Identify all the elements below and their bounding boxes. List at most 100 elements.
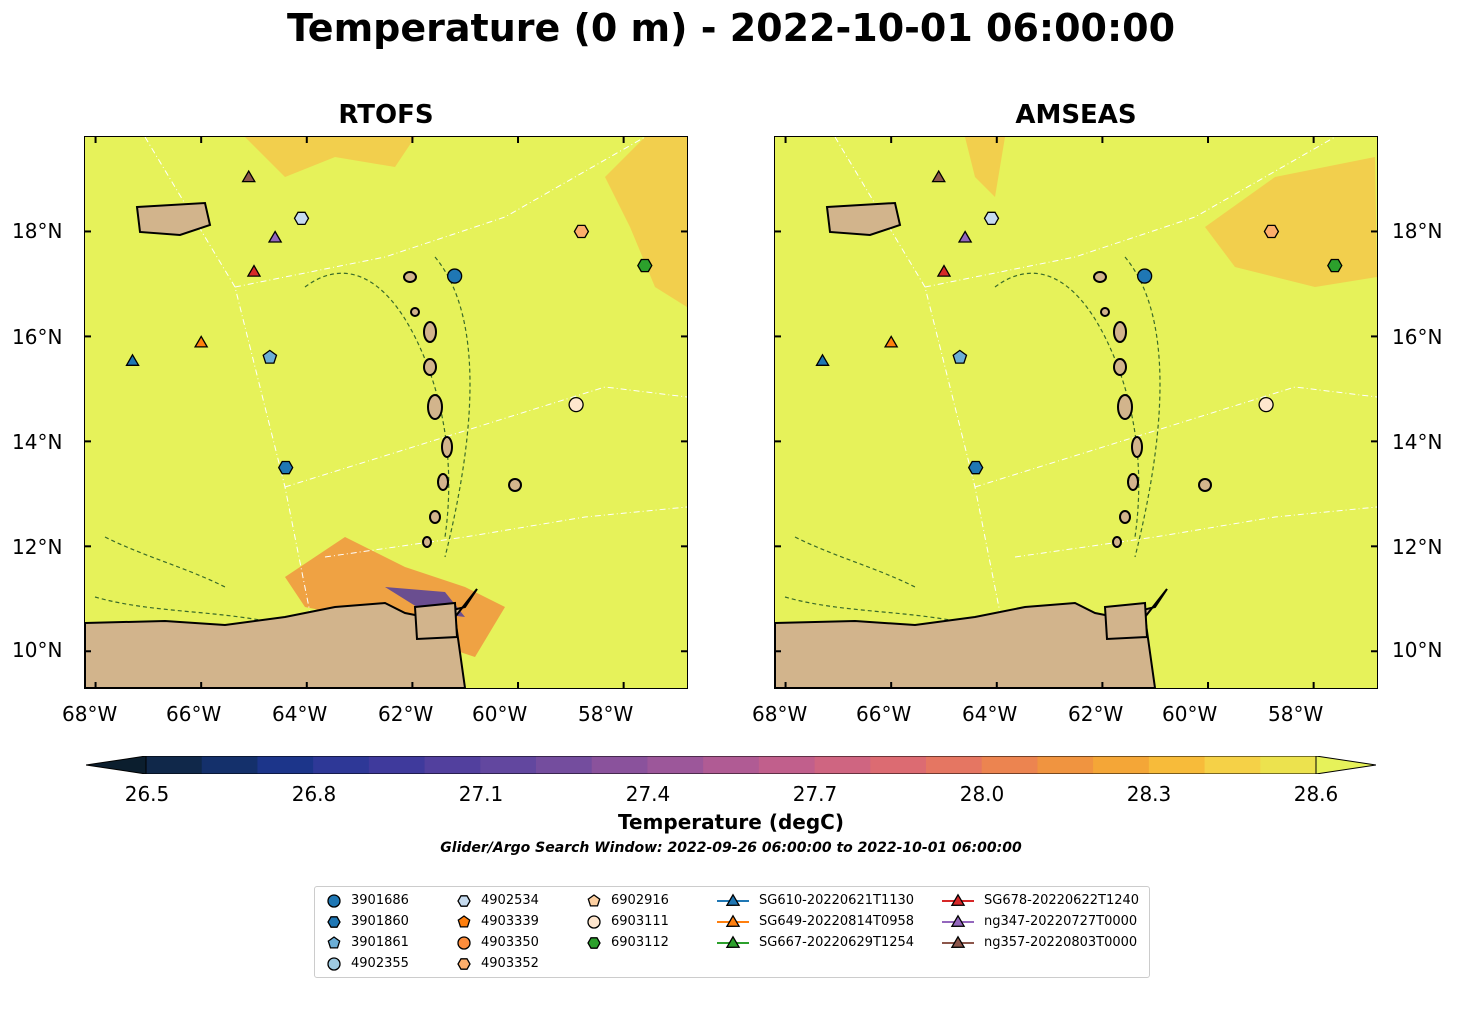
observation-marker[interactable] (241, 169, 256, 183)
observation-marker[interactable] (193, 335, 209, 348)
colorbar-tick-label: 28.6 (1293, 782, 1339, 806)
depth-contour (794, 536, 916, 588)
observation-marker[interactable] (1327, 258, 1343, 273)
observation-marker[interactable] (957, 230, 973, 243)
colorbar-tick-label: 27.7 (792, 782, 838, 806)
observation-marker[interactable] (983, 211, 1000, 226)
island (1100, 307, 1110, 317)
legend-marker (587, 937, 601, 949)
island (1127, 473, 1139, 491)
colorbar-segment (480, 756, 537, 774)
lat-tick-label: 14°N (1392, 430, 1443, 454)
colorbar-segment (703, 756, 760, 774)
legend-marker (327, 936, 341, 949)
depth-contour (994, 272, 1140, 538)
colorbar-segment (814, 756, 871, 774)
lat-tick-label: 12°N (12, 535, 63, 559)
island (1131, 436, 1143, 458)
depth-contour (304, 272, 450, 538)
legend-hexagon-icon (587, 937, 601, 949)
legend-marker (457, 958, 471, 970)
legend-label: 3901686 (351, 893, 409, 908)
observation-marker[interactable] (883, 335, 899, 348)
observation-marker[interactable] (573, 224, 590, 239)
legend-pentagon-icon (587, 894, 601, 907)
lon-tick-label: 62°W (1068, 702, 1124, 726)
legend-marker (942, 914, 974, 927)
legend-triangle-icon (725, 914, 741, 927)
colorbar-segment (424, 756, 481, 774)
observation-marker[interactable] (1258, 396, 1274, 413)
legend-circle-icon (327, 957, 341, 971)
observation-marker[interactable] (952, 349, 968, 364)
colorbar-segment (1260, 756, 1317, 774)
colorbar-segment (201, 756, 258, 774)
legend-marker (457, 915, 471, 928)
legend-triangle-icon (725, 893, 741, 906)
island (1117, 394, 1133, 420)
lon-tick-label: 66°W (856, 702, 912, 726)
lon-tick-label: 64°W (962, 702, 1018, 726)
colorbar-segment (1093, 756, 1150, 774)
colorbar-segment (536, 756, 593, 774)
lat-tick-label: 18°N (1392, 219, 1443, 243)
observation-marker[interactable] (931, 169, 946, 183)
observation-marker[interactable] (246, 264, 262, 277)
observation-marker[interactable] (1136, 268, 1153, 284)
colorbar-segment (146, 756, 203, 774)
colorbar-extend-low (86, 756, 147, 774)
legend-label: 6903111 (611, 914, 669, 929)
warm-water-patch (245, 137, 415, 177)
island (1093, 271, 1107, 283)
legend-circle-icon (587, 915, 601, 929)
legend: 3901686 3901860 3901861 4902355 4902534 49033… (314, 886, 1150, 978)
legend-label: 6902916 (611, 893, 669, 908)
island (403, 271, 417, 283)
lon-tick-label: 64°W (272, 702, 328, 726)
legend-marker (717, 914, 749, 927)
observation-marker[interactable] (936, 264, 952, 277)
eez-boundary-line (284, 386, 687, 488)
colorbar-segment (981, 756, 1038, 774)
observation-marker[interactable] (277, 460, 294, 475)
colorbar-tick-label: 28.3 (1126, 782, 1172, 806)
legend-label: 4902355 (351, 956, 409, 971)
observation-marker[interactable] (1263, 224, 1280, 239)
depth-contour (104, 536, 226, 588)
map-panel-rtofs[interactable] (84, 136, 688, 689)
legend-marker (327, 957, 341, 971)
island (429, 510, 441, 524)
colorbar-frame (145, 756, 1317, 774)
island (1113, 321, 1127, 343)
observation-marker[interactable] (262, 349, 278, 364)
eez-boundary-line (924, 137, 1336, 288)
panel-title-rtofs: RTOFS (338, 100, 434, 130)
observation-marker[interactable] (267, 230, 283, 243)
map-panel-amseas[interactable] (774, 136, 1378, 689)
island (1198, 478, 1212, 492)
island (441, 436, 453, 458)
observation-marker[interactable] (815, 353, 830, 366)
legend-label: ng357-20220803T0000 (984, 935, 1138, 950)
island (508, 478, 522, 492)
eez-boundary-line (974, 386, 1377, 488)
lon-tick-label: 66°W (166, 702, 222, 726)
depth-contour (434, 256, 471, 558)
island (422, 536, 432, 548)
puerto-rico-land (825, 201, 902, 237)
observation-marker[interactable] (568, 396, 584, 413)
observation-marker[interactable] (967, 460, 984, 475)
legend-hexagon-icon (327, 916, 341, 928)
colorbar-extend-high (1315, 756, 1376, 774)
island (1113, 358, 1127, 376)
observation-marker[interactable] (446, 268, 463, 284)
lon-tick-label: 68°W (62, 702, 118, 726)
colorbar-segment (257, 756, 314, 774)
observation-marker[interactable] (293, 211, 310, 226)
island (427, 394, 443, 420)
legend-label: 4902534 (481, 893, 539, 908)
search-window-caption: Glider/Argo Search Window: 2022-09-26 06… (440, 840, 1022, 856)
observation-marker[interactable] (637, 258, 653, 273)
lat-tick-label: 10°N (12, 638, 63, 662)
observation-marker[interactable] (125, 353, 140, 366)
